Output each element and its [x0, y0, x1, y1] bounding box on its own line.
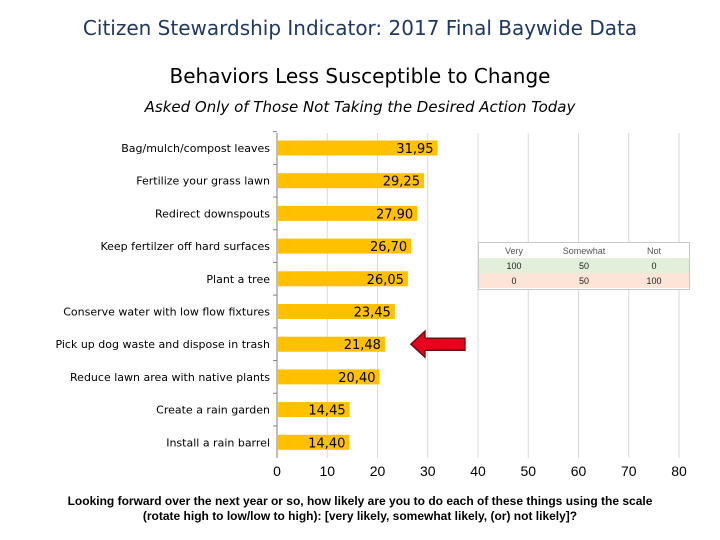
- x-tick-label: 10: [319, 463, 335, 479]
- data-label: 27,90: [376, 207, 413, 222]
- x-tick-label: 0: [273, 463, 281, 479]
- data-label: 26,05: [367, 273, 404, 288]
- data-label: 21,48: [344, 338, 381, 353]
- data-label: 26,70: [370, 240, 407, 255]
- legend-header-not: Not: [646, 245, 661, 256]
- bar: [277, 140, 438, 156]
- bar: [277, 434, 350, 450]
- bar: [277, 336, 385, 352]
- bar: [277, 271, 408, 287]
- bar: [277, 369, 380, 385]
- red-arrow-indicator: [409, 329, 466, 359]
- scale-legend-table: Very Somewhat Not 100 50 0 0 50 100: [478, 242, 690, 290]
- footer-line-2: (rotate high to low/low to high): [very …: [142, 509, 578, 523]
- chart-subsubtitle: Asked Only of Those Not Taking the Desir…: [144, 98, 576, 116]
- category-label: Plant a tree: [206, 273, 270, 286]
- x-tick-label: 80: [671, 463, 687, 479]
- legend-cell: 100: [506, 260, 522, 271]
- bar: [277, 402, 350, 418]
- x-tick-label: 50: [520, 463, 536, 479]
- bar: [277, 205, 418, 221]
- legend-header-very: Very: [504, 245, 523, 256]
- category-label: Keep fertilzer off hard surfaces: [100, 240, 270, 253]
- data-label: 31,95: [396, 142, 433, 157]
- x-tick-label: 20: [370, 463, 386, 479]
- category-label: Create a rain garden: [156, 404, 270, 417]
- chart-subtitle: Behaviors Less Susceptible to Change: [169, 64, 551, 88]
- chart-title: Citizen Stewardship Indicator: 2017 Fina…: [82, 16, 638, 40]
- category-label: Bag/mulch/compost leaves: [121, 142, 270, 155]
- x-tick-label: 30: [420, 463, 436, 479]
- category-label: Redirect downspouts: [155, 207, 270, 220]
- legend-cell: 0: [651, 260, 657, 271]
- legend-cell: 100: [646, 275, 662, 286]
- legend-header-row: Very Somewhat Not: [479, 243, 689, 258]
- data-label: 14,45: [308, 404, 345, 419]
- category-label: Pick up dog waste and dispose in trash: [55, 338, 270, 351]
- data-label: 14,40: [308, 436, 345, 451]
- legend-row-high-to-low: 100 50 0: [479, 258, 689, 273]
- data-label: 23,45: [354, 306, 391, 321]
- data-label: 29,25: [383, 175, 420, 190]
- legend-cell: 50: [578, 275, 589, 286]
- data-label: 20,40: [338, 371, 375, 386]
- bar: [277, 173, 424, 189]
- bar: [277, 238, 412, 254]
- category-label: Fertilize your grass lawn: [136, 175, 270, 188]
- legend-cell: 50: [578, 260, 589, 271]
- legend-row-low-to-high: 0 50 100: [479, 273, 689, 288]
- category-label: Install a rain barrel: [166, 436, 270, 449]
- x-tick-label: 60: [571, 463, 587, 479]
- footer-line-1: Looking forward over the next year or so…: [67, 494, 653, 508]
- legend-header-somewhat: Somewhat: [562, 245, 606, 256]
- bar: [277, 304, 395, 319]
- x-tick-label: 70: [621, 463, 637, 479]
- legend-cell: 0: [511, 275, 517, 286]
- chart-footer-question: Looking forward over the next year or so…: [0, 494, 720, 524]
- category-label: Reduce lawn area with native plants: [70, 371, 270, 384]
- category-label: Conserve water with low flow fixtures: [63, 306, 270, 319]
- x-tick-label: 40: [470, 463, 486, 479]
